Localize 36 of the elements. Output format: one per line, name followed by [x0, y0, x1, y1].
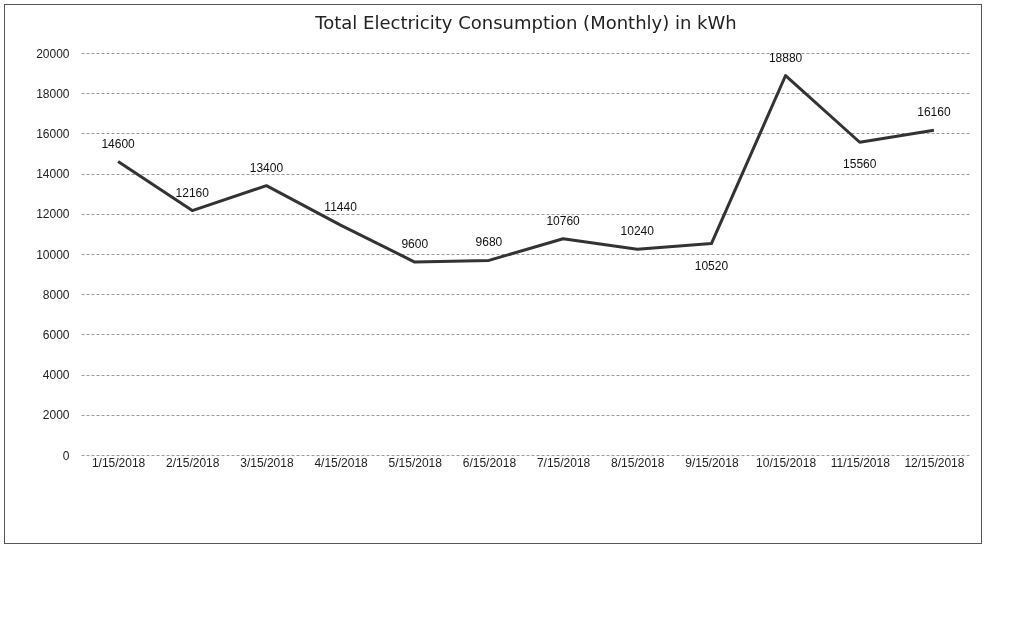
- data-label: 13400: [249, 160, 284, 175]
- y-tick-label: 12000: [36, 207, 70, 222]
- y-tick-label: 18000: [36, 86, 70, 101]
- x-tick-label: 6/15/2018: [462, 455, 517, 470]
- y-tick-label: 0: [62, 448, 70, 463]
- y-tick-label: 6000: [42, 327, 70, 342]
- x-tick-label: 4/15/2018: [314, 455, 369, 470]
- x-tick-label: 5/15/2018: [388, 455, 443, 470]
- data-label: 10760: [546, 213, 581, 228]
- x-tick-label: 11/15/2018: [830, 455, 891, 470]
- x-tick-label: 10/15/2018: [756, 455, 817, 470]
- x-tick-label: 9/15/2018: [685, 455, 739, 470]
- data-label: 16160: [917, 105, 951, 120]
- data-label: 18880: [768, 50, 803, 65]
- x-tick-label: 8/15/2018: [611, 455, 665, 470]
- x-tick-label: 2/15/2018: [166, 455, 220, 470]
- data-label: 10240: [620, 224, 655, 239]
- x-tick-label: 7/15/2018: [536, 455, 591, 470]
- x-tick-label: 1/15/2018: [91, 455, 146, 470]
- y-tick-label: 16000: [36, 126, 70, 141]
- x-tick-label: 12/15/2018: [904, 455, 965, 470]
- y-tick-label: 20000: [36, 46, 70, 61]
- data-label: 15560: [843, 157, 877, 172]
- data-label: 9680: [475, 235, 503, 250]
- x-tick-label: 3/15/2018: [240, 455, 294, 470]
- data-label: 11440: [324, 200, 358, 215]
- data-label: 14600: [101, 136, 136, 151]
- chart-title: Total Electricity Consumption (Monthly) in kWh: [314, 12, 737, 33]
- y-tick-label: 4000: [42, 368, 70, 383]
- y-tick-label: 10000: [36, 247, 70, 262]
- y-tick-label: 14000: [36, 167, 70, 182]
- data-label: 9600: [401, 237, 429, 252]
- y-tick-label: 8000: [42, 287, 70, 302]
- data-label: 10520: [694, 258, 729, 273]
- data-label: 12160: [175, 185, 210, 200]
- y-tick-label: 2000: [42, 408, 70, 423]
